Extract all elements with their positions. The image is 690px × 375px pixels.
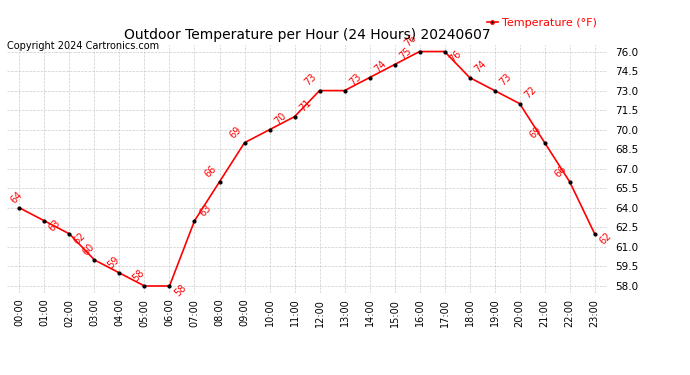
Text: 58: 58 — [130, 267, 146, 283]
Text: 58: 58 — [172, 283, 188, 298]
Text: 73: 73 — [303, 72, 319, 88]
Text: 70: 70 — [273, 111, 288, 127]
Legend: Temperature (°F): Temperature (°F) — [482, 13, 602, 32]
Title: Outdoor Temperature per Hour (24 Hours) 20240607: Outdoor Temperature per Hour (24 Hours) … — [124, 28, 491, 42]
Text: 74: 74 — [473, 59, 489, 75]
Text: 73: 73 — [497, 72, 513, 88]
Text: 60: 60 — [81, 242, 97, 257]
Text: 63: 63 — [197, 202, 213, 218]
Text: 59: 59 — [106, 254, 121, 270]
Text: 73: 73 — [347, 72, 363, 88]
Text: 66: 66 — [203, 163, 219, 179]
Text: 62: 62 — [72, 231, 88, 246]
Text: 72: 72 — [522, 85, 538, 101]
Text: 76: 76 — [447, 48, 463, 64]
Text: 75: 75 — [397, 46, 413, 62]
Text: 76: 76 — [403, 33, 419, 49]
Text: 71: 71 — [297, 98, 313, 114]
Text: 63: 63 — [47, 217, 63, 233]
Text: 64: 64 — [8, 189, 24, 205]
Text: 69: 69 — [228, 124, 244, 140]
Text: 69: 69 — [528, 124, 544, 140]
Text: 66: 66 — [553, 163, 569, 179]
Text: Copyright 2024 Cartronics.com: Copyright 2024 Cartronics.com — [7, 41, 159, 51]
Text: 62: 62 — [598, 231, 613, 246]
Text: 74: 74 — [373, 59, 388, 75]
